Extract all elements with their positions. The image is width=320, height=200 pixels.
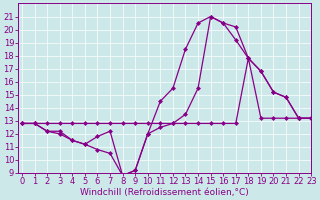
X-axis label: Windchill (Refroidissement éolien,°C): Windchill (Refroidissement éolien,°C)	[80, 188, 249, 197]
